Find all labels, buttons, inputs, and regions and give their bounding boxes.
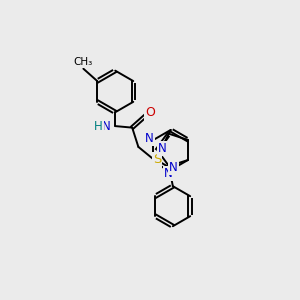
Text: N: N	[145, 132, 154, 145]
Text: N: N	[102, 120, 110, 133]
Text: S: S	[153, 154, 161, 166]
Text: H: H	[94, 120, 103, 133]
Text: O: O	[145, 106, 155, 119]
Text: N: N	[164, 167, 173, 180]
Text: N: N	[158, 142, 166, 155]
Text: N: N	[169, 161, 178, 174]
Text: CH₃: CH₃	[73, 57, 92, 67]
